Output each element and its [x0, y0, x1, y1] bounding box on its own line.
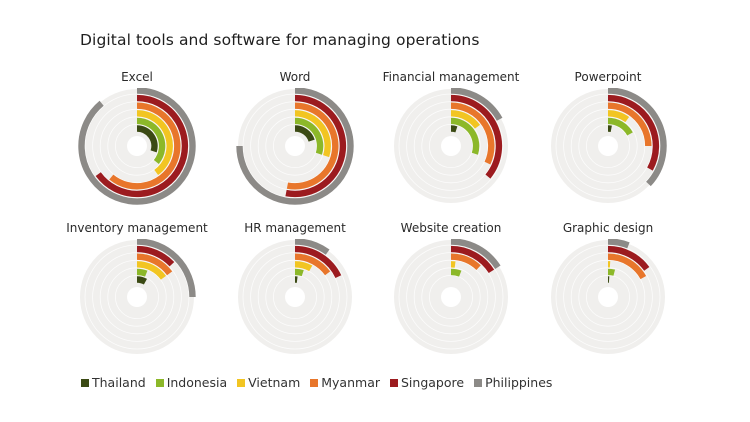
radial-chart-website-creation: Website creation [371, 221, 531, 371]
radial-plot [77, 239, 197, 357]
arc-indonesia [294, 268, 304, 277]
legend-label: Thailand [92, 375, 146, 390]
radial-chart-graphic-design: Graphic design [528, 221, 688, 371]
arc-myanmar [286, 102, 339, 190]
arc-singapore [450, 245, 495, 274]
legend-label: Philippines [485, 375, 553, 390]
legend-swatch-icon [310, 378, 319, 387]
arc-indonesia [136, 268, 148, 277]
arc-vietnam [136, 261, 167, 280]
arc-philippines [607, 88, 667, 187]
arc-indonesia [136, 117, 166, 165]
legend-item-indonesia: Indonesia [155, 375, 228, 390]
legend-label: Indonesia [166, 375, 228, 390]
legend-label: Singapore [401, 375, 465, 390]
radial-chart-inventory-management: Inventory management [57, 221, 217, 371]
legend-swatch-icon [155, 378, 164, 387]
arc-myanmar [607, 102, 652, 147]
radial-plot [391, 239, 511, 357]
legend-label: Myanmar [321, 375, 380, 390]
arc-singapore [450, 94, 503, 179]
legend-label: Vietnam [248, 375, 301, 390]
arc-philippines [450, 88, 503, 121]
arc-philippines [294, 239, 330, 255]
legend-swatch-icon [390, 378, 398, 387]
radial-plot [548, 239, 668, 357]
radial-chart-excel: Excel [57, 70, 217, 220]
arc-myanmar [450, 253, 481, 271]
arc-singapore [95, 94, 189, 198]
chart-label: Graphic design [562, 221, 654, 235]
radial-chart-powerpoint: Powerpoint [528, 70, 688, 220]
legend-item-myanmar: Myanmar [310, 375, 380, 390]
arc-thailand [450, 125, 458, 133]
radial-plot [235, 239, 355, 357]
radial-chart-financial-management: Financial management [371, 70, 531, 220]
arc-vietnam [450, 110, 481, 129]
radial-plot [548, 88, 668, 206]
arc-singapore [136, 245, 175, 267]
arc-myanmar [450, 102, 495, 165]
legend-swatch-icon [81, 378, 89, 387]
chart-label: Word [279, 70, 311, 84]
arc-philippines [78, 88, 196, 205]
chart-label: HR management [244, 221, 346, 235]
legend-item-vietnam: Vietnam [237, 375, 300, 390]
arc-myanmar [607, 253, 647, 280]
arc-thailand [294, 125, 315, 142]
arc-singapore [607, 94, 660, 171]
arc-myanmar [136, 253, 173, 276]
arc-vietnam [294, 110, 331, 158]
arc-singapore [285, 94, 347, 198]
chart-label: Powerpoint [574, 70, 642, 84]
legend-item-thailand: Thailand [81, 375, 146, 390]
chart-label: Financial management [382, 70, 520, 84]
arc-singapore [294, 245, 342, 279]
arc-philippines [136, 239, 196, 298]
arc-vietnam [294, 261, 313, 272]
chart-label: Inventory management [66, 221, 208, 235]
legend: Thailand Indonesia Vietnam Myanmar Singapore… [81, 375, 552, 390]
arc-indonesia [607, 268, 616, 276]
arc-singapore [607, 245, 650, 271]
legend-swatch-icon [237, 378, 246, 387]
radial-plot [235, 88, 355, 206]
chart-label: Excel [121, 70, 153, 84]
radial-plot [391, 88, 511, 206]
arc-myanmar [109, 102, 181, 190]
arc-thailand [136, 276, 147, 285]
arc-indonesia [294, 117, 324, 155]
legend-swatch-icon [474, 378, 483, 387]
arc-vietnam [136, 110, 173, 176]
arc-indonesia [450, 268, 462, 277]
chart-label: Website creation [400, 221, 502, 235]
arc-indonesia [450, 117, 480, 155]
chart-title: Digital tools and software for managing … [80, 31, 480, 49]
arc-philippines [450, 239, 501, 270]
arc-philippines [607, 239, 630, 249]
radial-chart-word: Word [215, 70, 375, 220]
legend-item-philippines: Philippines [474, 375, 552, 390]
radial-chart-hr-management: HR management [215, 221, 375, 371]
arc-vietnam [607, 110, 630, 123]
arc-philippines [236, 88, 354, 205]
legend-item-singapore: Singapore [390, 375, 464, 390]
arc-indonesia [607, 117, 633, 136]
radial-plot [77, 88, 197, 206]
arc-thailand [136, 125, 158, 153]
arc-myanmar [294, 253, 331, 276]
